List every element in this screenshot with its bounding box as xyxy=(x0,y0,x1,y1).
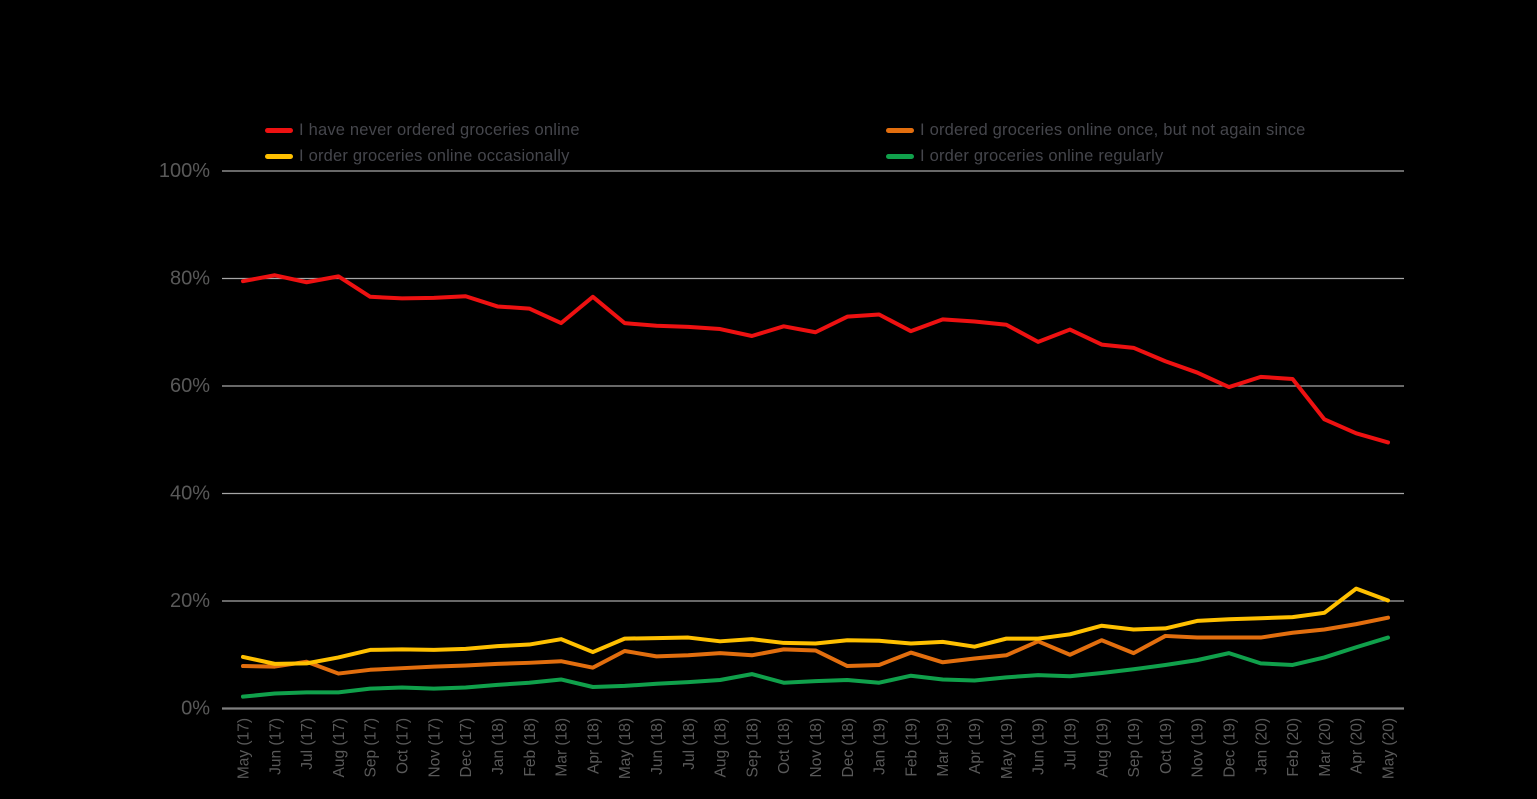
x-tick-label: Feb (18) xyxy=(522,718,539,777)
x-tick-label: Jul (17) xyxy=(299,718,316,770)
x-tick-label: Sep (18) xyxy=(744,718,761,777)
line-never-ordered xyxy=(241,273,1390,445)
y-tick-label: 40% xyxy=(170,483,210,505)
legend-swatch-never-ordered-icon xyxy=(265,128,293,133)
legend-item-never-ordered: I have never ordered groceries online xyxy=(265,121,580,140)
x-tick-label: Feb (20) xyxy=(1285,718,1302,777)
x-tick-label: Feb (19) xyxy=(903,718,920,777)
x-tick-label: Aug (18) xyxy=(713,718,730,777)
y-tick-label: 20% xyxy=(170,590,210,612)
line-order-occasionally xyxy=(241,586,1390,666)
x-tick-label: Dec (18) xyxy=(840,718,857,777)
x-tick-label: Jan (20) xyxy=(1253,718,1270,775)
legend-label-ordered-once: I ordered groceries online once, but not… xyxy=(920,121,1306,139)
x-tick-label: Mar (18) xyxy=(554,718,571,777)
line-ordered-once-not-again xyxy=(241,615,1390,676)
x-tick-label: May (20) xyxy=(1381,718,1398,779)
x-tick-label: May (19) xyxy=(999,718,1016,779)
x-tick-label: Jun (19) xyxy=(1031,718,1048,775)
y-tick-label: 60% xyxy=(170,375,210,397)
x-tick-label: Oct (17) xyxy=(395,718,412,774)
x-tick-label: Jul (18) xyxy=(681,718,698,770)
x-tick-label: Oct (18) xyxy=(776,718,793,774)
x-tick-label: Apr (18) xyxy=(585,718,602,774)
y-tick-label: 80% xyxy=(170,268,210,290)
x-tick-label: Dec (19) xyxy=(1221,718,1238,777)
legend-swatch-order-occasionally-icon xyxy=(265,154,293,159)
x-tick-label: Nov (19) xyxy=(1190,718,1207,777)
legend-label-never-ordered: I have never ordered groceries online xyxy=(299,121,580,139)
x-tick-label: Jun (17) xyxy=(267,718,284,775)
x-tick-label: Sep (19) xyxy=(1126,718,1143,777)
x-tick-label: Dec (17) xyxy=(458,718,475,777)
x-tick-label: Nov (18) xyxy=(808,718,825,777)
legend-item-order-occasionally: I order groceries online occasionally xyxy=(265,147,570,166)
legend-swatch-order-regularly-icon xyxy=(886,154,914,159)
legend-label-order-occasionally: I order groceries online occasionally xyxy=(299,147,570,165)
y-tick-label: 100% xyxy=(159,160,210,182)
x-tick-label: Jul (19) xyxy=(1062,718,1079,770)
legend-item-ordered-once: I ordered groceries online once, but not… xyxy=(886,121,1306,140)
legend-item-order-regularly: I order groceries online regularly xyxy=(886,147,1163,166)
x-tick-label: May (18) xyxy=(617,718,634,779)
legend-label-order-regularly: I order groceries online regularly xyxy=(920,147,1164,165)
x-tick-label: Sep (17) xyxy=(363,718,380,777)
legend-swatch-ordered-once-icon xyxy=(886,128,914,133)
x-tick-label: Oct (19) xyxy=(1158,718,1175,774)
x-tick-label: Nov (17) xyxy=(426,718,443,777)
x-tick-label: May (17) xyxy=(236,718,253,779)
x-tick-label: Jun (18) xyxy=(649,718,666,775)
x-tick-label: Aug (17) xyxy=(331,718,348,777)
x-tick-label: Jan (18) xyxy=(490,718,507,775)
x-tick-label: Aug (19) xyxy=(1094,718,1111,777)
y-tick-label: 0% xyxy=(181,698,210,720)
line-order-regularly xyxy=(241,635,1390,699)
x-tick-label: Apr (20) xyxy=(1349,718,1366,774)
x-tick-label: Jan (19) xyxy=(872,718,889,775)
x-tick-label: Mar (19) xyxy=(935,718,952,777)
x-tick-label: Mar (20) xyxy=(1317,718,1334,777)
x-tick-label: Apr (19) xyxy=(967,718,984,774)
